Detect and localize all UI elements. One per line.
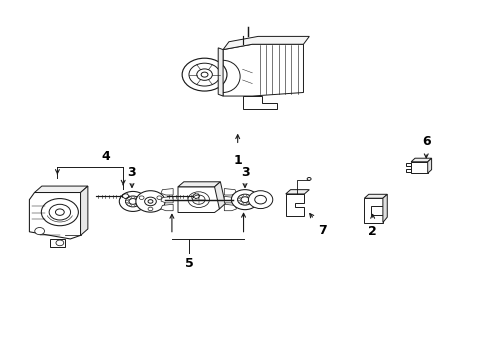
Circle shape [238, 194, 252, 205]
Circle shape [56, 240, 64, 246]
Polygon shape [223, 36, 309, 50]
Polygon shape [29, 193, 80, 239]
Polygon shape [428, 158, 432, 173]
Circle shape [125, 196, 141, 207]
Circle shape [129, 198, 137, 204]
Circle shape [240, 195, 243, 198]
Polygon shape [178, 187, 220, 212]
Text: 5: 5 [185, 257, 194, 270]
Polygon shape [223, 44, 303, 96]
Polygon shape [365, 198, 383, 222]
Circle shape [231, 190, 259, 210]
Polygon shape [286, 190, 309, 194]
Bar [411, 162, 428, 173]
Circle shape [127, 197, 130, 199]
Circle shape [131, 196, 134, 198]
Text: 1: 1 [233, 154, 242, 167]
Polygon shape [50, 239, 65, 247]
Circle shape [197, 69, 212, 80]
Polygon shape [286, 194, 304, 216]
Text: 3: 3 [128, 166, 136, 179]
Circle shape [55, 209, 64, 215]
Circle shape [35, 228, 45, 235]
Circle shape [249, 199, 252, 201]
Polygon shape [365, 194, 387, 198]
Polygon shape [224, 204, 237, 211]
Circle shape [248, 191, 273, 208]
Circle shape [247, 195, 250, 198]
Circle shape [139, 196, 144, 199]
Polygon shape [215, 182, 225, 209]
Polygon shape [161, 204, 173, 211]
Text: 4: 4 [102, 150, 111, 163]
Polygon shape [80, 186, 88, 235]
Polygon shape [411, 158, 432, 162]
Circle shape [136, 191, 165, 212]
Bar [406, 169, 411, 172]
Polygon shape [161, 197, 173, 203]
Text: 3: 3 [241, 166, 249, 179]
Circle shape [136, 203, 139, 206]
Circle shape [136, 197, 139, 199]
Polygon shape [243, 96, 277, 109]
Circle shape [119, 192, 147, 211]
Circle shape [244, 203, 246, 205]
Circle shape [182, 58, 227, 91]
Circle shape [189, 63, 220, 86]
Circle shape [49, 204, 71, 220]
Text: 6: 6 [422, 135, 431, 148]
Circle shape [131, 204, 134, 207]
Polygon shape [178, 182, 220, 187]
Circle shape [145, 197, 156, 206]
Circle shape [157, 196, 162, 199]
Circle shape [137, 201, 140, 203]
Circle shape [201, 72, 208, 77]
Circle shape [188, 192, 209, 207]
Text: 2: 2 [368, 225, 377, 238]
Circle shape [41, 199, 78, 226]
Polygon shape [383, 194, 387, 222]
Circle shape [244, 194, 246, 197]
Polygon shape [34, 186, 88, 193]
Circle shape [126, 201, 129, 203]
Polygon shape [224, 197, 237, 203]
Circle shape [240, 202, 243, 204]
Circle shape [127, 203, 130, 206]
Circle shape [255, 195, 267, 204]
Circle shape [148, 207, 153, 211]
Bar [406, 163, 411, 166]
Polygon shape [224, 189, 237, 195]
Circle shape [148, 200, 153, 203]
Circle shape [241, 197, 249, 203]
Circle shape [247, 202, 250, 204]
Polygon shape [218, 48, 223, 96]
Polygon shape [161, 189, 173, 195]
Circle shape [238, 199, 241, 201]
Circle shape [307, 177, 311, 180]
Circle shape [193, 195, 205, 204]
Text: 7: 7 [318, 224, 327, 237]
